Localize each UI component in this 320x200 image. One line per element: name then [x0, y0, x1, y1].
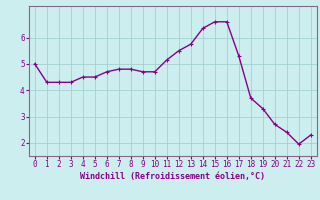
X-axis label: Windchill (Refroidissement éolien,°C): Windchill (Refroidissement éolien,°C) — [80, 172, 265, 181]
